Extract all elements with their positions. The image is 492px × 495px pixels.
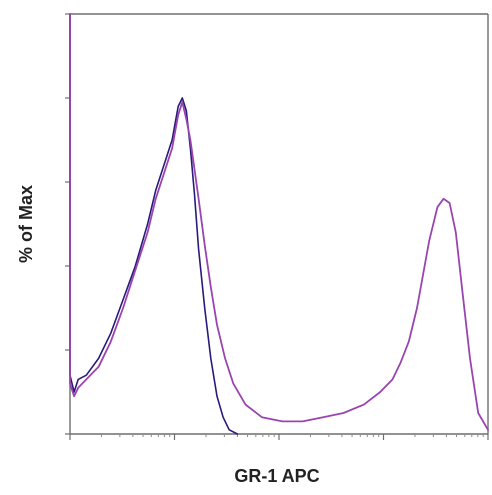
axis-ticks (65, 13, 489, 440)
y-axis-label: % of Max (16, 185, 36, 263)
series-line-1 (69, 13, 239, 435)
x-axis-label: GR-1 APC (234, 466, 319, 486)
series-group (69, 13, 489, 435)
series-line-2 (69, 13, 489, 431)
